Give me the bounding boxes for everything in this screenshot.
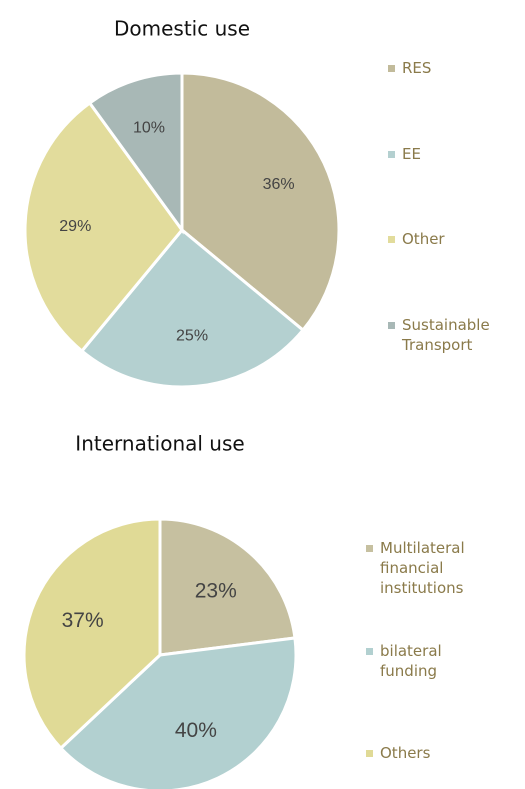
- slice-label: 40%: [175, 719, 217, 742]
- legend-label: Sustainable Transport: [402, 316, 490, 354]
- legend-item: RES: [388, 58, 493, 78]
- legend-item: Others: [366, 743, 496, 763]
- legend-swatch: [366, 750, 373, 757]
- legend-item: bilateral funding: [366, 641, 496, 681]
- chart-title: International use: [75, 432, 244, 456]
- legend-item: Multilateral financial institutions: [366, 538, 496, 598]
- slice-label: 23%: [195, 579, 237, 602]
- legend-label: RES: [402, 59, 432, 77]
- slice-label: 25%: [176, 328, 208, 345]
- pie-slice: [158, 517, 297, 657]
- legend-swatch: [388, 322, 395, 329]
- legend-label: Others: [380, 744, 431, 762]
- legend-swatch: [366, 545, 373, 552]
- chart-title: Domestic use: [114, 17, 250, 41]
- slice-label: 37%: [62, 609, 104, 632]
- legend-item: Sustainable Transport: [388, 315, 493, 355]
- pie-slice: [87, 71, 184, 235]
- legend-label: Multilateral financial institutions: [380, 539, 465, 597]
- legend-label: EE: [402, 144, 421, 163]
- slice-label: 29%: [59, 218, 91, 235]
- legend-swatch: [388, 65, 395, 72]
- legend-item: EE: [388, 144, 493, 164]
- legend-swatch: [388, 150, 395, 158]
- legend-label: bilateral funding: [380, 641, 442, 680]
- pie-slice: [180, 71, 341, 333]
- pie-slice: [79, 227, 306, 389]
- slice-label: 36%: [263, 176, 295, 193]
- pie-slice: [58, 636, 298, 789]
- legend-swatch: [366, 647, 373, 655]
- legend-item: Other: [388, 229, 493, 249]
- pie-slice: [22, 517, 162, 751]
- legend-label: Other: [402, 230, 445, 249]
- legend-swatch: [388, 236, 395, 244]
- pie-slice: [23, 100, 184, 354]
- slice-label: 10%: [133, 120, 165, 137]
